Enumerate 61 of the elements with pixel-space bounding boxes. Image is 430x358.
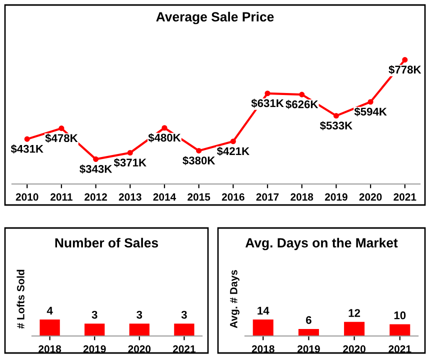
chart-title: Number of Sales: [55, 238, 158, 248]
data-label: $478K: [45, 134, 78, 143]
x-tick-label: 2012: [84, 193, 107, 201]
data-label: $533K: [320, 121, 352, 130]
y-axis-title: # Lofts Sold: [16, 270, 24, 329]
x-tick-label: 2018: [252, 345, 274, 353]
point: [230, 138, 236, 144]
data-label: $380K: [182, 156, 216, 166]
data-label: 3: [181, 310, 187, 319]
data-label: 14: [258, 306, 270, 314]
point: [196, 148, 202, 154]
x-tick-label: 2013: [118, 193, 142, 201]
data-label: $626K: [286, 100, 318, 109]
x-tick-label: 2019: [297, 345, 320, 353]
data-label: $371K: [114, 158, 146, 168]
x-tick-label: 2017: [256, 193, 279, 201]
bar: [252, 320, 274, 336]
data-label: 3: [136, 310, 142, 319]
point: [333, 113, 339, 119]
x-tick-label: 2010: [16, 193, 38, 201]
x-tick-label: 2020: [359, 193, 382, 201]
point: [402, 57, 408, 63]
point: [162, 125, 168, 131]
data-label: 10: [394, 311, 406, 320]
point: [93, 156, 99, 162]
x-tick-label: 2021: [388, 345, 412, 353]
chart-title: Average Sale Price: [156, 12, 274, 24]
bar: [390, 324, 410, 336]
data-label: 6: [306, 316, 312, 324]
data-label: $343K: [80, 164, 112, 174]
data-label: 4: [46, 306, 53, 314]
x-tick-label: 2019: [324, 193, 348, 201]
y-axis-title: Avg. # Days: [230, 270, 240, 328]
bar: [298, 328, 319, 336]
point: [24, 136, 30, 142]
x-tick-label: 2018: [38, 345, 62, 353]
data-label: $431K: [10, 144, 44, 154]
x-tick-label: 2011: [50, 193, 72, 201]
x-tick-label: 2019: [83, 345, 106, 353]
x-tick-label: 2018: [290, 193, 314, 201]
x-tick-label: 2020: [128, 345, 151, 353]
point: [127, 150, 133, 156]
bar: [344, 322, 365, 336]
x-tick-label: 2016: [222, 193, 244, 201]
point: [264, 90, 270, 96]
data-label: $421K: [216, 146, 250, 156]
point: [58, 126, 64, 132]
point: [299, 92, 305, 98]
chart-title: Avg. Days on the Market: [245, 238, 398, 250]
data-label: 3: [92, 310, 98, 319]
data-label: 12: [348, 309, 360, 317]
point: [368, 99, 374, 105]
data-label: $778K: [388, 65, 422, 74]
data-label: $594K: [354, 107, 387, 116]
data-label: $631K: [251, 98, 284, 108]
x-tick-label: 2020: [343, 345, 366, 353]
x-tick-label: 2021: [172, 345, 196, 353]
x-tick-label: 2021: [394, 193, 416, 201]
x-tick-label: 2015: [188, 193, 210, 201]
x-tick-label: 2014: [153, 193, 176, 201]
data-label: $480K: [148, 133, 181, 142]
